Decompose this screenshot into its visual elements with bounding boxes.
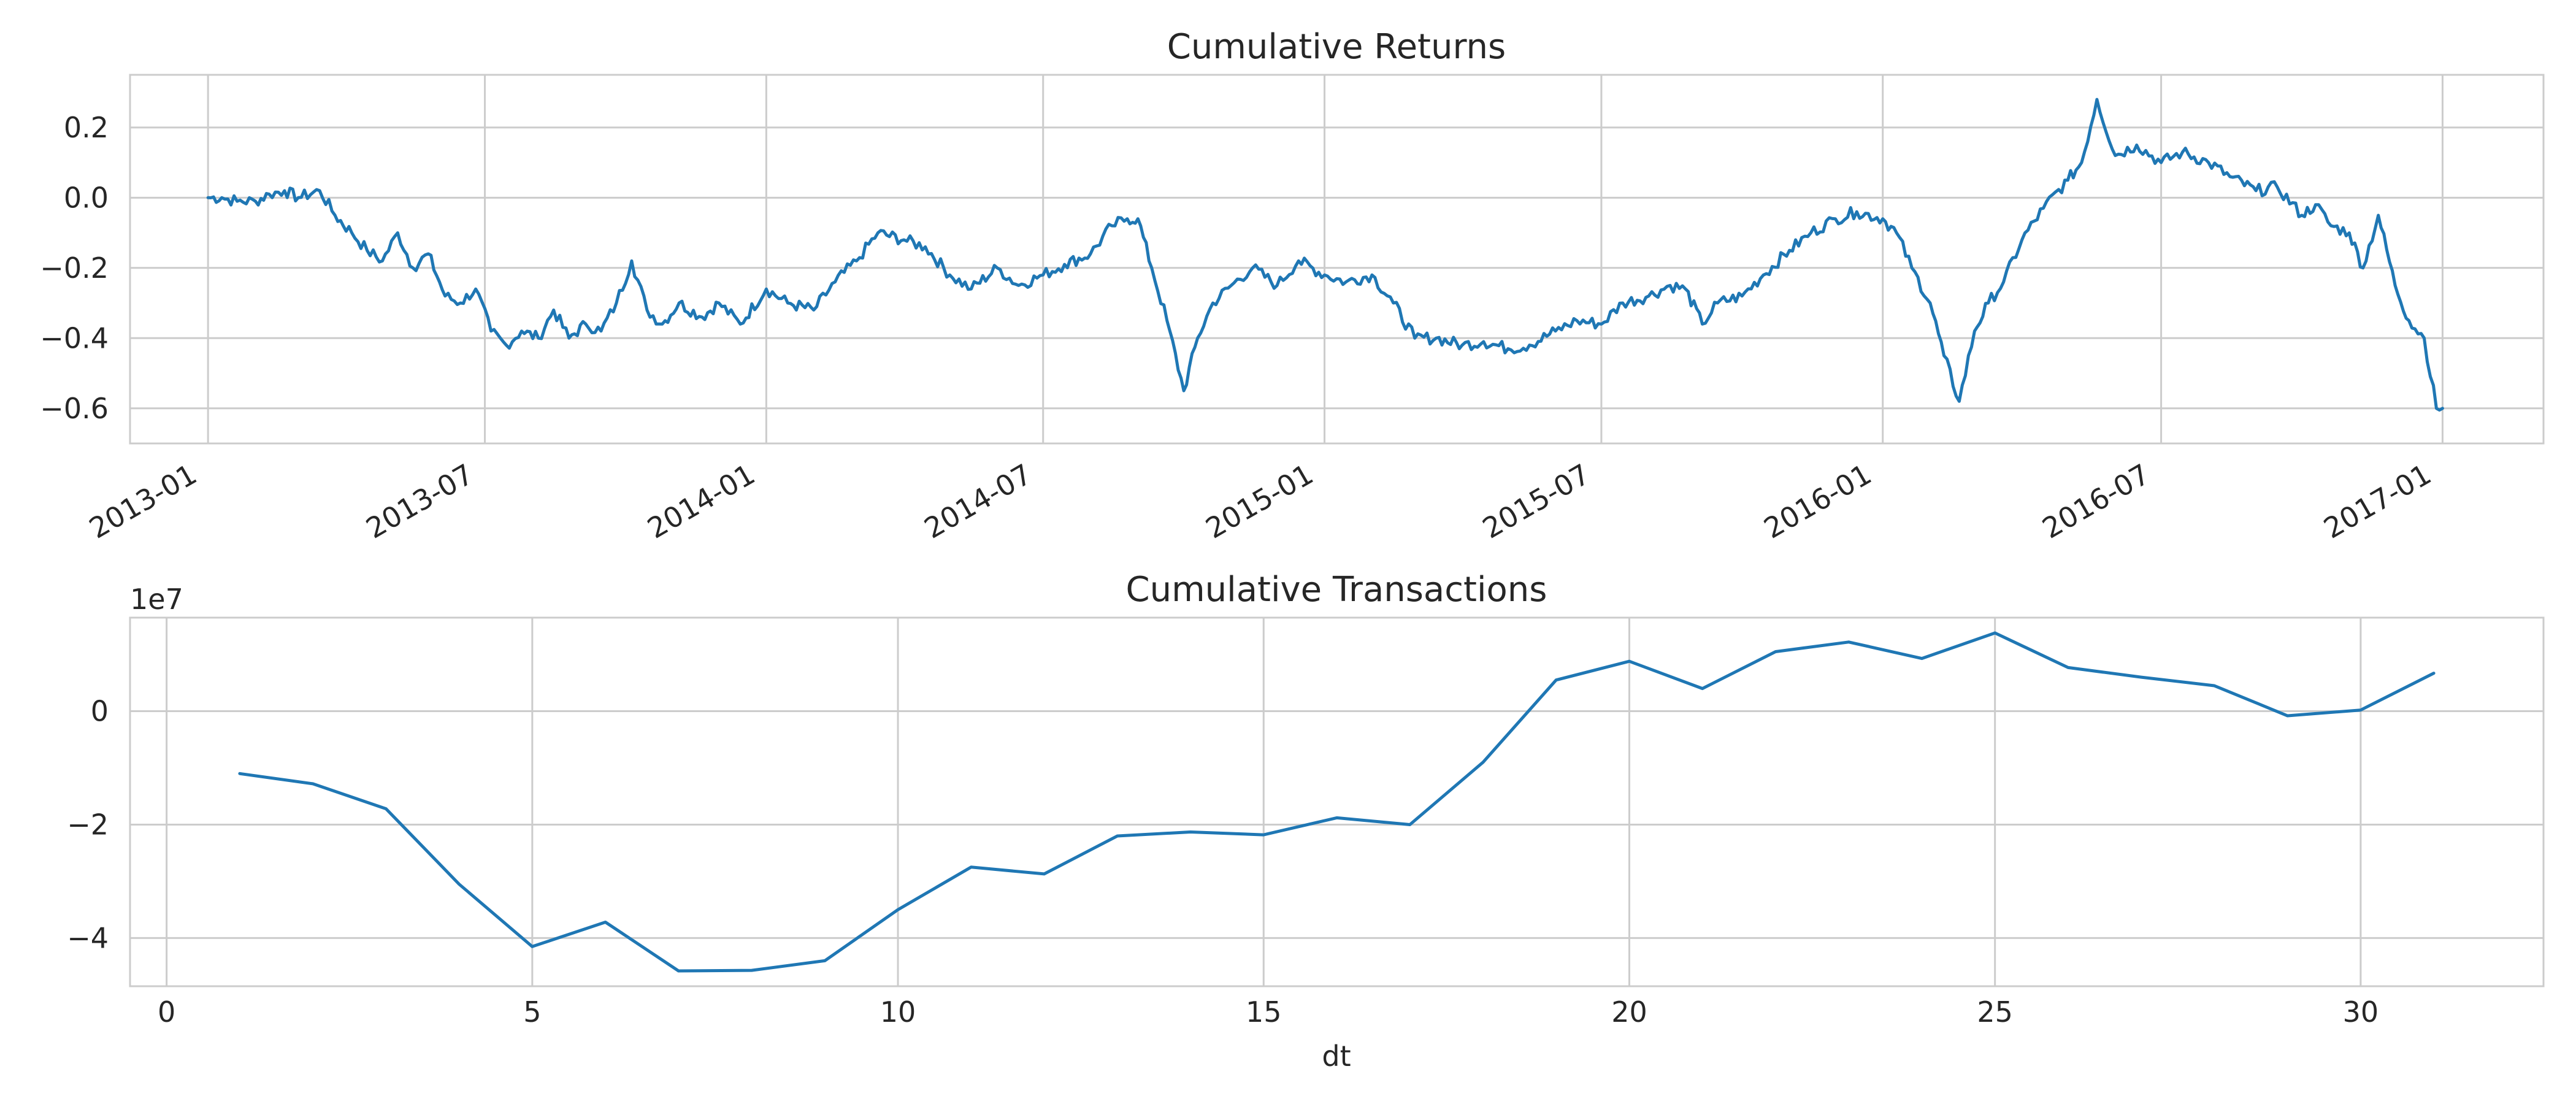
transactions-x-ticks: 0 5 10 15 20 25 30	[158, 995, 2379, 1029]
transactions-title: Cumulative Transactions	[1126, 570, 1547, 610]
transactions-y-tick-label: 0	[91, 695, 109, 728]
transactions-x-axis-label: dt	[1322, 1040, 1351, 1073]
returns-y-tick-label: −0.6	[40, 392, 109, 425]
transactions-x-tick-label: 10	[880, 995, 916, 1029]
transactions-y-offset-label: 1e7	[130, 583, 183, 616]
transactions-plot-frame	[129, 616, 2545, 987]
transactions-x-tick-label: 20	[1611, 995, 1647, 1029]
returns-plot-frame	[129, 74, 2545, 445]
transactions-chart: 0 5 10 15 20 25 30 0 −2 −4 Cumulative Transactio…	[67, 570, 2545, 1073]
transactions-x-tick-label: 15	[1246, 995, 1282, 1029]
transactions-y-tick-label: −2	[67, 808, 109, 841]
transactions-y-ticks: 0 −2 −4	[67, 695, 109, 955]
transactions-x-tick-label: 25	[1977, 995, 2013, 1029]
returns-y-tick-label: −0.2	[40, 251, 109, 285]
returns-y-tick-label: 0.0	[64, 181, 109, 214]
returns-title: Cumulative Returns	[1167, 27, 1506, 67]
returns-y-tick-label: 0.2	[64, 111, 109, 144]
transactions-x-tick-label: 30	[2343, 995, 2379, 1029]
transactions-x-tick-label: 0	[158, 995, 175, 1029]
returns-gridlines	[130, 75, 2543, 443]
transactions-gridlines	[130, 618, 2543, 986]
returns-y-ticks: 0.2 0.0 −0.2 −0.4 −0.6	[40, 111, 109, 425]
transactions-series-line	[238, 631, 2436, 973]
returns-series-line	[206, 98, 2444, 412]
returns-y-tick-label: −0.4	[40, 321, 109, 355]
transactions-x-tick-label: 5	[523, 995, 541, 1029]
transactions-y-tick-label: −4	[67, 921, 109, 954]
